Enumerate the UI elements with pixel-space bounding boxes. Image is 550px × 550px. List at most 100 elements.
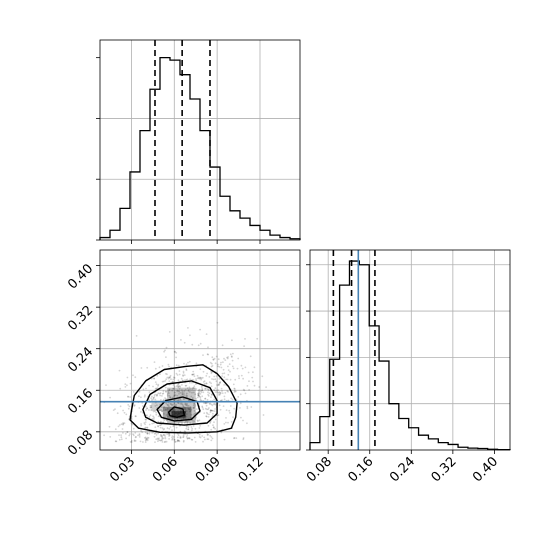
s2-point bbox=[221, 375, 224, 377]
s2-point bbox=[162, 390, 165, 393]
s2-point bbox=[181, 393, 184, 396]
s2-point bbox=[164, 386, 167, 389]
s2-point bbox=[227, 373, 230, 376]
s2-point bbox=[187, 404, 190, 407]
s2-point bbox=[191, 373, 193, 376]
s2-point bbox=[179, 437, 182, 439]
s2-point bbox=[157, 383, 160, 386]
s2-point bbox=[133, 440, 136, 442]
s2-point bbox=[197, 392, 199, 395]
s2-point bbox=[206, 408, 208, 411]
s2-point bbox=[159, 435, 162, 437]
s2-point bbox=[193, 407, 196, 409]
s2-point bbox=[118, 434, 120, 436]
s2-point bbox=[220, 431, 223, 434]
s2-point bbox=[152, 396, 155, 399]
s2-point bbox=[156, 395, 158, 397]
s2-point bbox=[168, 433, 170, 436]
s2-point bbox=[160, 433, 162, 436]
s2-point bbox=[172, 396, 175, 398]
s2-point bbox=[223, 384, 226, 386]
s2-point bbox=[213, 410, 216, 412]
hist1-ticks bbox=[96, 57, 261, 244]
s2-point bbox=[172, 403, 174, 406]
s2-point bbox=[166, 408, 169, 410]
s2-point bbox=[160, 420, 162, 423]
s2-point bbox=[166, 393, 169, 395]
s2-point bbox=[203, 382, 206, 385]
s2-point bbox=[246, 385, 249, 387]
s2-point bbox=[146, 439, 149, 442]
s2-point bbox=[96, 421, 98, 423]
s2-point bbox=[169, 376, 171, 378]
s2-point bbox=[197, 393, 200, 396]
s2-point bbox=[194, 404, 197, 406]
s2-point bbox=[213, 357, 216, 360]
s2-point bbox=[211, 364, 214, 367]
s2-point bbox=[186, 434, 189, 436]
s2-point bbox=[182, 372, 185, 374]
s2-point bbox=[191, 419, 194, 422]
s2-point bbox=[189, 417, 192, 419]
s2-point bbox=[177, 386, 180, 388]
s2-point bbox=[182, 440, 185, 443]
s2-point bbox=[219, 408, 222, 411]
s2-ytick-label-0: 0.08 bbox=[65, 428, 96, 459]
s2-point bbox=[195, 379, 198, 382]
s2-point bbox=[187, 437, 190, 440]
s2-point bbox=[228, 409, 231, 412]
s2-point bbox=[154, 387, 157, 390]
s2-point bbox=[148, 409, 150, 411]
s2-contour-inner bbox=[156, 396, 201, 422]
s2-point bbox=[251, 376, 254, 379]
s2-point bbox=[232, 416, 234, 418]
s2-point bbox=[174, 418, 177, 421]
s2-point bbox=[199, 328, 202, 331]
s2-point bbox=[198, 419, 201, 422]
s2-point bbox=[146, 436, 149, 439]
s2-point bbox=[140, 423, 143, 425]
s2-point bbox=[114, 440, 117, 443]
s2-point bbox=[168, 392, 170, 395]
s2-point bbox=[246, 407, 249, 410]
s2-point bbox=[185, 425, 188, 428]
s2-point bbox=[231, 365, 234, 368]
s2-point bbox=[209, 421, 212, 423]
s2-point bbox=[210, 362, 213, 365]
s2-point bbox=[177, 385, 180, 388]
s2-point bbox=[163, 406, 166, 408]
s2-point bbox=[240, 374, 243, 377]
s2-point bbox=[184, 384, 187, 387]
s2-point bbox=[186, 422, 189, 424]
hist2-panel: 0.08 0.16 0.24 0.32 0.40 bbox=[304, 249, 511, 485]
s2-point bbox=[156, 387, 159, 390]
s2-point bbox=[197, 394, 200, 397]
s2-point bbox=[212, 426, 215, 429]
s2-point bbox=[230, 397, 233, 400]
s2-point bbox=[192, 425, 195, 427]
s2-point bbox=[183, 341, 186, 344]
s2-point bbox=[152, 415, 155, 418]
s2-point bbox=[169, 402, 172, 405]
s2-point bbox=[188, 408, 190, 410]
s2-point bbox=[116, 412, 119, 415]
s2-point bbox=[226, 357, 229, 360]
s2-point bbox=[163, 434, 165, 436]
s2-point bbox=[183, 392, 185, 394]
hist2-xtick-label-3: 0.32 bbox=[429, 454, 460, 485]
s2-point bbox=[213, 389, 216, 392]
s2-point bbox=[205, 402, 208, 405]
s2-point bbox=[132, 427, 135, 430]
s2-point bbox=[114, 428, 117, 431]
s2-point bbox=[154, 367, 157, 370]
s2-point bbox=[206, 412, 209, 415]
s2-point bbox=[144, 439, 147, 442]
s2-point bbox=[142, 405, 144, 407]
s2-point bbox=[157, 425, 159, 427]
s2-point bbox=[247, 371, 250, 374]
s2-point bbox=[189, 406, 192, 408]
s2-point bbox=[224, 392, 227, 394]
s2-point bbox=[164, 440, 167, 443]
s2-point bbox=[138, 433, 141, 435]
